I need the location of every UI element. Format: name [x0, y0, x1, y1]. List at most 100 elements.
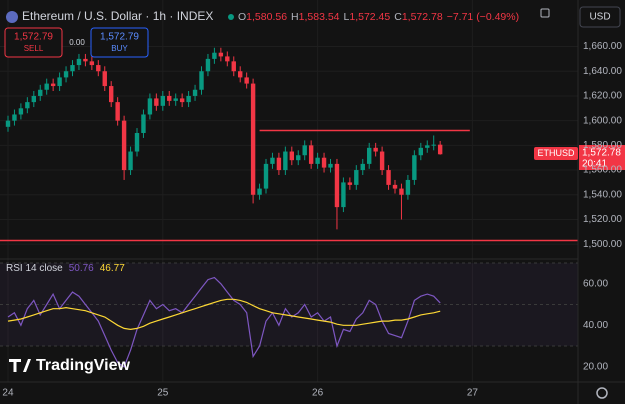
candle-body: [283, 151, 288, 171]
candle-body: [225, 56, 230, 62]
collapse-icon[interactable]: [540, 8, 550, 18]
y-tick-label: 1,560.00: [583, 165, 622, 176]
candle-body: [315, 157, 320, 164]
spread: 0.00: [69, 38, 85, 47]
candle-body: [115, 102, 120, 121]
candle-body: [50, 83, 56, 87]
candle-body: [238, 71, 243, 78]
candle-body: [347, 182, 353, 185]
indicator-line: [7, 298, 441, 331]
ohlc-key: C: [394, 11, 402, 23]
candle-body: [134, 133, 140, 152]
candle-body: [76, 58, 82, 66]
ohlc-value: 1,583.54: [299, 11, 340, 23]
candle-body: [373, 147, 378, 152]
candle-body: [38, 89, 43, 96]
candle-body: [412, 155, 417, 180]
candle-body: [205, 58, 211, 72]
sell-price: 1,572.79: [14, 32, 53, 43]
candle-body: [321, 157, 327, 168]
ticker-tag: [534, 147, 578, 160]
brand-icon: [9, 359, 31, 372]
candle-body: [328, 163, 333, 168]
y-tick-label: 1,600.00: [583, 115, 622, 126]
indicator-value: 50.76: [69, 263, 94, 274]
candle-body: [367, 147, 372, 164]
rsi-tick-label: 40.00: [583, 320, 608, 331]
candle-body: [231, 61, 236, 72]
indicator-legend: RSI 14 close 50.76 46.77: [6, 263, 125, 274]
candle-body: [334, 163, 340, 208]
candle-body: [31, 95, 36, 103]
candle-body: [44, 83, 49, 90]
ohlc-legend: O1,580.56 H1,583.54 L1,572.45 C1,572.78 −7.7…: [238, 11, 519, 23]
candle-body: [147, 98, 153, 115]
sell-label: SELL: [24, 44, 44, 53]
currency: USD: [589, 12, 610, 23]
ohlc-value: 1,580.56: [246, 11, 287, 23]
buy-label: BUY: [111, 44, 128, 53]
brand-logo: TradingView: [9, 357, 131, 374]
candle-body: [212, 52, 217, 59]
ohlc-value: 1,572.78: [402, 11, 443, 23]
candle-body: [192, 89, 198, 96]
brand-name: TradingView: [36, 357, 131, 374]
candle-body: [96, 65, 101, 72]
symbol-icon: [6, 11, 18, 23]
sell-button[interactable]: [4, 27, 63, 58]
y-tick-label: 1,640.00: [583, 66, 622, 77]
candle-body: [308, 145, 314, 164]
candle-body: [360, 163, 365, 171]
candle-body: [302, 145, 307, 156]
candle-body: [89, 61, 95, 66]
indicator-value: 46.77: [100, 263, 125, 274]
y-tick-label: 1,540.00: [583, 189, 622, 200]
x-tick-label: 27: [467, 388, 479, 399]
candle-body: [57, 77, 62, 87]
ticker-tag-text: ETHUSD: [537, 148, 575, 158]
candle-body: [160, 95, 166, 106]
rsi-tick-label: 60.00: [583, 278, 608, 289]
candle-body: [70, 65, 75, 72]
y-tick-label: 1,620.00: [583, 91, 622, 102]
candle-body: [141, 114, 146, 133]
candle-body: [25, 102, 30, 109]
candle-body: [18, 108, 24, 115]
candle-body: [399, 188, 404, 195]
candle-body: [379, 151, 385, 171]
candle-body: [425, 145, 430, 148]
candle-body: [12, 114, 17, 121]
candle-body: [341, 182, 346, 208]
candle-body: [250, 83, 256, 195]
last-price-tag: [579, 145, 625, 170]
currency-box[interactable]: [579, 6, 621, 28]
candle-body: [263, 163, 269, 189]
candle-body: [437, 144, 443, 155]
candle-body: [276, 157, 282, 171]
y-tick-label: 1,500.00: [583, 239, 622, 250]
candle-body: [109, 86, 114, 103]
ohlc-key: L: [344, 11, 350, 23]
x-tick-label: 26: [312, 388, 324, 399]
candle-body: [179, 98, 185, 103]
candle-body: [431, 144, 436, 146]
candle-body: [257, 188, 262, 195]
candle-body: [199, 71, 204, 90]
x-tick-label: 24: [2, 388, 14, 399]
settings-icon[interactable]: [596, 387, 608, 399]
ohlc-value: 1,572.45: [349, 11, 390, 23]
candle-body: [218, 52, 224, 57]
buy-button[interactable]: [90, 27, 149, 58]
ohlc-key: H: [291, 11, 299, 23]
candle-body: [392, 184, 398, 189]
candle-body: [354, 170, 359, 185]
ohlc-key: O: [238, 11, 246, 23]
candle-body: [289, 151, 295, 161]
candle-body: [405, 179, 411, 195]
buy-price: 1,572.79: [100, 32, 139, 43]
indicator-name: RSI 14 close: [6, 263, 63, 274]
countdown: 20:41: [582, 159, 607, 170]
